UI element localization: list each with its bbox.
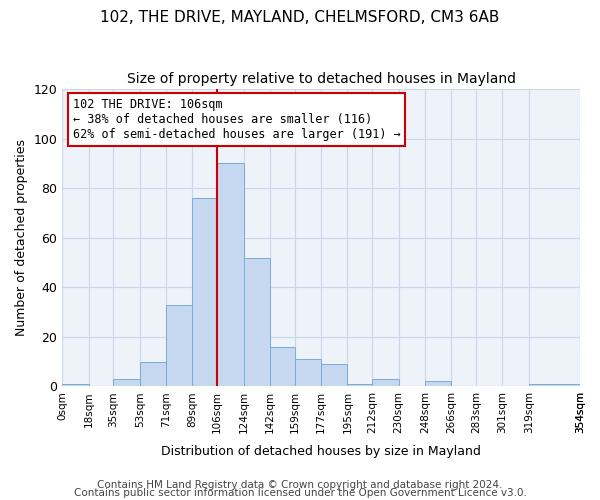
Bar: [321, 364, 347, 386]
Bar: [295, 359, 321, 386]
Text: 102, THE DRIVE, MAYLAND, CHELMSFORD, CM3 6AB: 102, THE DRIVE, MAYLAND, CHELMSFORD, CM3…: [100, 10, 500, 25]
Bar: [166, 304, 193, 386]
X-axis label: Distribution of detached houses by size in Mayland: Distribution of detached houses by size …: [161, 444, 481, 458]
Bar: [217, 164, 244, 386]
Bar: [140, 362, 166, 386]
Title: Size of property relative to detached houses in Mayland: Size of property relative to detached ho…: [127, 72, 515, 86]
Bar: [62, 384, 89, 386]
Bar: [270, 347, 295, 387]
Text: Contains public sector information licensed under the Open Government Licence v3: Contains public sector information licen…: [74, 488, 526, 498]
Text: Contains HM Land Registry data © Crown copyright and database right 2024.: Contains HM Land Registry data © Crown c…: [97, 480, 503, 490]
Bar: [113, 379, 140, 386]
Text: 102 THE DRIVE: 106sqm
← 38% of detached houses are smaller (116)
62% of semi-det: 102 THE DRIVE: 106sqm ← 38% of detached …: [73, 98, 400, 141]
Bar: [425, 382, 451, 386]
Bar: [244, 258, 270, 386]
Bar: [193, 198, 217, 386]
Bar: [373, 379, 398, 386]
Bar: [347, 384, 373, 386]
Y-axis label: Number of detached properties: Number of detached properties: [15, 139, 28, 336]
Bar: [529, 384, 580, 386]
